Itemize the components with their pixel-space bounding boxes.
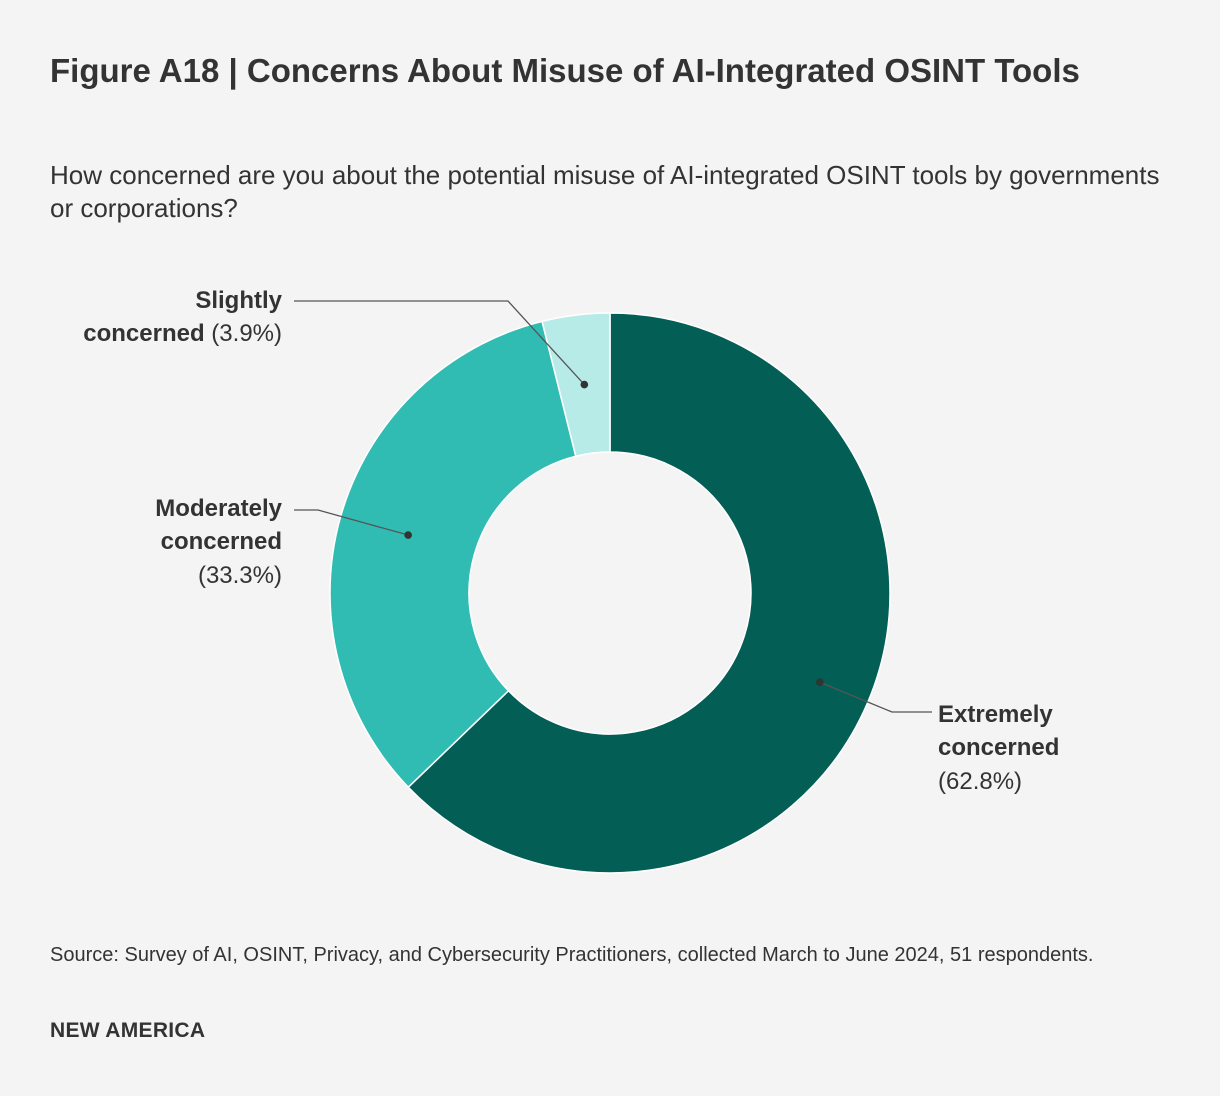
leader-dot-slightly-concerned bbox=[580, 380, 589, 389]
label-line-2: concerned bbox=[938, 734, 1059, 761]
label-value: (62.8%) bbox=[938, 768, 1022, 795]
label-value: (33.3%) bbox=[198, 562, 282, 589]
label-line-1: Slightly bbox=[195, 287, 282, 314]
slice-slightly-concerned bbox=[541, 312, 611, 458]
leader-dot-moderately-concerned bbox=[404, 531, 412, 539]
label-line-1: Moderately bbox=[155, 495, 282, 522]
leader-line-moderately-concerned bbox=[294, 509, 409, 536]
leader-dot-extremely-concerned bbox=[816, 678, 824, 687]
source-note: Source: Survey of AI, OSINT, Privacy, an… bbox=[50, 944, 1094, 966]
leader-line-slightly-concerned bbox=[294, 300, 585, 386]
slice-moderately-concerned bbox=[329, 320, 577, 789]
chart-title: Figure A18 | Concerns About Misuse of AI… bbox=[50, 52, 1080, 89]
label-value: (3.9%) bbox=[205, 320, 282, 347]
slice-label-extremely-concerned: Extremely concerned (62.8%) bbox=[938, 701, 1059, 795]
donut-chart: Extremely concerned (62.8%) Moderately conce… bbox=[83, 287, 1059, 874]
leader-line-extremely-concerned bbox=[819, 681, 932, 713]
chart-subtitle: How concerned are you about the potentia… bbox=[50, 160, 1160, 223]
label-group-moderately-concerned: Moderately concerned (33.3%) bbox=[155, 495, 412, 589]
slice-label-slightly-concerned: Slightly concerned (3.9%) bbox=[83, 287, 282, 347]
label-line-2: concerned bbox=[83, 320, 204, 347]
label-group-slightly-concerned: Slightly concerned (3.9%) bbox=[83, 287, 589, 389]
label-line-2: concerned bbox=[161, 528, 282, 555]
slice-label-moderately-concerned: Moderately concerned (33.3%) bbox=[155, 495, 282, 589]
slice-extremely-concerned bbox=[407, 312, 891, 874]
donut-slices bbox=[329, 312, 891, 874]
label-group-extremely-concerned: Extremely concerned (62.8%) bbox=[816, 678, 1059, 795]
new-america-logo: NEW AMERICA bbox=[50, 1019, 206, 1042]
label-line-1: Extremely bbox=[938, 701, 1053, 728]
